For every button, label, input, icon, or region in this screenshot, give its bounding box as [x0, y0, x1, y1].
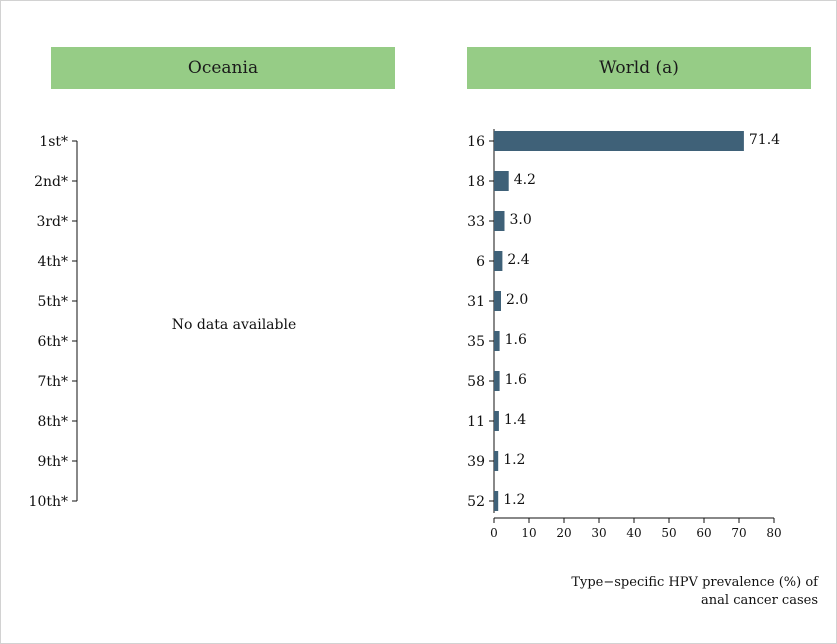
world-bar-value-label: 1.2	[503, 452, 525, 468]
world-x-tick-label: 50	[661, 526, 676, 540]
world-bar	[494, 371, 500, 391]
world-bar	[494, 331, 500, 351]
world-bar	[494, 491, 499, 511]
oceania-y-tick-label: 5th*	[37, 294, 68, 310]
world-x-tick-label: 30	[591, 526, 606, 540]
oceania-panel: 1st* 2nd* 3rd* 4th* 5th* 6th* 7th* 8th* 9th* 10th…	[29, 134, 297, 510]
world-x-tick-label: 10	[521, 526, 536, 540]
world-bar	[494, 131, 744, 151]
world-panel-header: World (a)	[467, 47, 811, 89]
world-bar-value-label: 1.2	[503, 492, 525, 508]
oceania-y-tick-label: 6th*	[37, 334, 68, 350]
world-bar	[494, 411, 499, 431]
world-y-tick-label: 35	[467, 334, 485, 350]
world-x-axis-label: anal cancer cases	[701, 593, 818, 608]
world-x-tick-label: 60	[696, 526, 711, 540]
oceania-y-tick-label: 8th*	[37, 414, 68, 430]
world-bar-value-label: 2.0	[506, 292, 528, 308]
world-bar-value-label: 1.4	[504, 412, 526, 428]
world-y-tick-label: 31	[467, 294, 485, 310]
world-bar-value-label: 4.2	[514, 172, 536, 188]
world-bar-value-label: 3.0	[510, 212, 532, 228]
world-y-tick-label: 58	[467, 374, 485, 390]
world-bar	[494, 291, 501, 311]
world-bar-value-label: 71.4	[749, 132, 780, 148]
world-y-tick-label: 6	[476, 254, 485, 270]
world-bar-value-label: 1.6	[505, 332, 527, 348]
world-panel-title: World (a)	[599, 58, 679, 78]
oceania-y-tick-label: 9th*	[37, 454, 68, 470]
world-y-tick-label: 11	[467, 414, 485, 430]
world-y-tick-label: 16	[467, 134, 485, 150]
world-y-tick-label: 18	[467, 174, 485, 190]
oceania-y-tick-label: 4th*	[37, 254, 68, 270]
world-bar-value-label: 1.6	[505, 372, 527, 388]
world-panel: 16 71.4 18 4.2 33 3.0 6 2.4 31 2.0 35 1.6 58 1.6 11 1.4…	[467, 129, 819, 608]
world-x-axis-label: Type−specific HPV prevalence (%) of	[571, 575, 819, 590]
oceania-y-tick-label: 7th*	[37, 374, 68, 390]
oceania-y-tick-label: 1st*	[39, 134, 68, 150]
world-x-tick-label: 80	[766, 526, 781, 540]
world-x-tick-label: 20	[556, 526, 571, 540]
world-bar	[494, 211, 505, 231]
world-y-tick-label: 33	[467, 214, 485, 230]
oceania-panel-title: Oceania	[187, 58, 259, 78]
world-x-tick-label: 40	[626, 526, 641, 540]
world-bar-value-label: 2.4	[507, 252, 529, 268]
world-bar	[494, 171, 509, 191]
oceania-y-tick-label: 10th*	[29, 494, 68, 510]
oceania-y-tick-label: 3rd*	[36, 214, 68, 230]
world-bar	[494, 251, 503, 271]
oceania-panel-header: Oceania	[51, 47, 395, 89]
world-bar	[494, 451, 499, 471]
world-x-tick-label: 0	[490, 526, 498, 540]
no-data-note: No data available	[172, 317, 297, 333]
world-y-tick-label: 39	[467, 454, 485, 470]
world-y-tick-label: 52	[467, 494, 485, 510]
world-x-tick-label: 70	[731, 526, 746, 540]
oceania-y-tick-label: 2nd*	[34, 174, 68, 190]
